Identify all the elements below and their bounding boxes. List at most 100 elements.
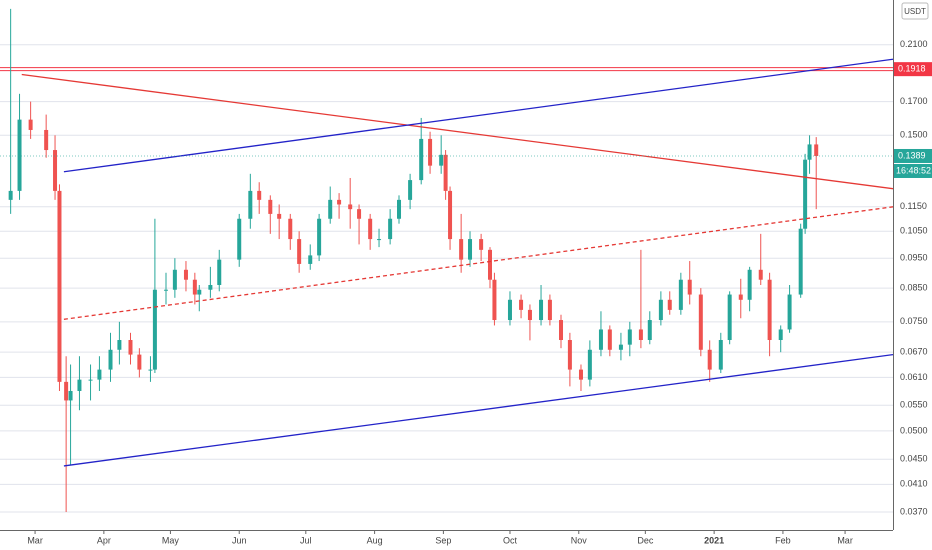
candle-body (208, 284, 213, 290)
candle-body (408, 180, 413, 200)
y-tick-label: 0.0550 (900, 400, 928, 410)
countdown-badge (894, 163, 932, 178)
x-tick-label: Oct (503, 535, 518, 545)
candle-body (357, 209, 362, 219)
currency-label: USDT (904, 7, 926, 16)
price-badge-label: 0.1918 (898, 64, 926, 74)
candle-body (667, 299, 672, 310)
candle-body (268, 199, 273, 214)
candle-body (97, 369, 102, 380)
y-tick-label: 0.1050 (900, 226, 928, 236)
candle-body (738, 294, 743, 300)
candle-body (108, 349, 113, 370)
candle-body (468, 239, 473, 260)
y-tick-label: 0.0610 (900, 372, 928, 382)
candle-body (183, 269, 188, 280)
x-tick-label: Feb (775, 535, 791, 545)
y-tick-label: 0.1150 (900, 201, 927, 211)
candle-body (807, 144, 812, 160)
candle-body (627, 329, 632, 345)
candle-body (787, 294, 792, 330)
candle-body (68, 390, 73, 401)
candle-body (519, 299, 524, 310)
candle-body (448, 190, 453, 240)
candle-body (814, 144, 819, 156)
candle-body (8, 190, 13, 200)
candle-body (277, 213, 282, 219)
y-tick-label: 0.2100 (900, 39, 928, 49)
candle-body (397, 199, 402, 219)
y-tick-label: 0.0950 (900, 253, 928, 263)
candle-body (248, 190, 253, 219)
candle-body (192, 279, 197, 295)
candle-body (297, 239, 302, 264)
candle-body (17, 119, 22, 191)
candle-body (439, 154, 444, 166)
y-tick-label: 0.1500 (900, 130, 928, 140)
candle-body (328, 199, 333, 219)
candle-body (727, 294, 732, 341)
candle-body (117, 340, 122, 350)
candle-body (88, 379, 93, 381)
x-tick-label: Mar (27, 535, 43, 545)
x-tick-label: Nov (571, 535, 588, 545)
candle-body (479, 239, 484, 250)
candle-body (798, 228, 803, 295)
candle-body (217, 259, 222, 285)
countdown-label: 16:48:52 (896, 165, 931, 175)
candle-body (288, 218, 293, 240)
candle-body (687, 279, 692, 295)
y-tick-label: 0.0450 (900, 454, 928, 464)
candle-body (128, 340, 133, 355)
candle-body (618, 344, 623, 350)
candle-body (419, 138, 424, 181)
candle-body (152, 289, 157, 370)
candle-body (64, 381, 69, 401)
last-price-badge (894, 148, 932, 163)
candle-body (308, 255, 313, 264)
candle-body (317, 218, 322, 256)
x-tick-label: Mar (837, 535, 853, 545)
candle-body (647, 320, 652, 341)
candle-body (163, 289, 168, 291)
candle-body (428, 138, 433, 166)
y-tick-label: 0.0850 (900, 283, 928, 293)
x-tick-label: May (162, 535, 180, 545)
candle-body (507, 299, 512, 321)
candle-body (638, 329, 643, 341)
last-price-label: 0.1389 (898, 150, 926, 160)
y-tick-label: 0.1700 (900, 96, 928, 106)
y-tick-label: 0.0370 (900, 506, 928, 516)
candle-body (137, 354, 142, 370)
candle-body (172, 269, 177, 290)
candle-body (539, 299, 544, 321)
x-tick-label: Aug (367, 535, 383, 545)
currency-badge[interactable] (901, 2, 929, 20)
candle-body (547, 299, 552, 321)
trend-line (21, 73, 894, 190)
candle-body (57, 190, 62, 382)
y-tick-label: 0.0750 (900, 316, 928, 326)
y-tick-label: 0.0410 (900, 479, 928, 489)
candle-body (767, 279, 772, 341)
y-tick-label: 0.0500 (900, 425, 928, 435)
candle-body (598, 329, 603, 350)
candle-body (44, 129, 49, 151)
candle-body (377, 239, 382, 241)
candle-body (459, 239, 464, 260)
candle-body (388, 218, 393, 240)
candle-body (492, 279, 497, 321)
price-badge (894, 62, 932, 77)
x-tick-label: Dec (637, 535, 654, 545)
candle-body (487, 249, 492, 280)
candle-body (257, 190, 262, 200)
candle-body (758, 269, 763, 280)
candle-body (698, 294, 703, 350)
candle-body (368, 218, 373, 240)
x-tick-label: Sep (435, 535, 451, 545)
candle-body (53, 150, 58, 191)
candle-body (587, 349, 592, 380)
